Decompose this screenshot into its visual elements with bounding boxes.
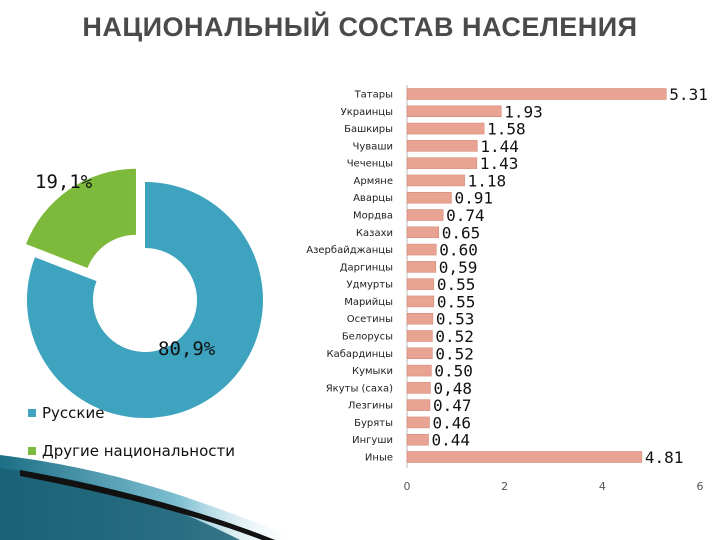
- pie-legend: Русские Другие национальности: [28, 404, 235, 460]
- category-label-11: Удмурты: [346, 280, 393, 291]
- category-label-17: Якуты (саха): [326, 383, 393, 394]
- category-label-14: Белорусы: [342, 332, 393, 343]
- bar-1: [406, 105, 502, 118]
- value-label-4: 1.43: [480, 154, 519, 173]
- x-tick-0: 0: [404, 480, 411, 493]
- value-label-5: 1.18: [468, 171, 507, 190]
- bar-0: [406, 88, 667, 100]
- value-label-16: 0.50: [434, 362, 473, 381]
- donut-chart: 80,9% 19,1%: [25, 168, 263, 418]
- legend-swatch-0: [28, 409, 36, 417]
- pie-slice-1: [25, 168, 136, 268]
- bar-20: [406, 433, 429, 446]
- value-label-8: 0.65: [442, 223, 481, 242]
- value-label-21: 4.81: [645, 448, 684, 467]
- value-label-2: 1.58: [487, 120, 526, 139]
- value-label-1: 1.93: [504, 102, 543, 121]
- value-label-10: 0,59: [439, 258, 478, 277]
- bar-3: [406, 140, 478, 152]
- value-label-19: 0.46: [432, 413, 471, 432]
- value-label-3: 1.44: [480, 137, 519, 156]
- bar-13: [406, 312, 434, 325]
- legend-swatch-1: [28, 447, 36, 455]
- pie-slice-0: [26, 182, 263, 418]
- value-label-15: 0.52: [435, 344, 474, 363]
- bar-15: [406, 347, 433, 360]
- value-label-13: 0.53: [436, 310, 475, 329]
- category-label-19: Буряты: [354, 418, 393, 429]
- category-label-8: Казахи: [356, 228, 393, 239]
- category-label-9: Азербайджанцы: [306, 245, 393, 256]
- bar-11: [406, 278, 435, 290]
- category-label-13: Осетины: [347, 314, 393, 325]
- category-label-20: Ингуши: [352, 435, 393, 446]
- value-label-0: 5.31: [669, 85, 708, 104]
- category-label-16: Кумыки: [352, 366, 393, 377]
- bar-12: [406, 295, 435, 308]
- x-tick-3: 6: [697, 480, 704, 493]
- legend-item-1: Другие национальности: [42, 442, 235, 460]
- legend-item-0: Русские: [42, 404, 104, 422]
- category-label-21: Иные: [365, 453, 393, 464]
- value-label-12: 0.55: [437, 292, 476, 311]
- category-label-3: Чуваши: [353, 141, 393, 152]
- page-title: НАЦИОНАЛЬНЫЙ СОСТАВ НАСЕЛЕНИЯ: [82, 12, 638, 42]
- bar-7: [406, 209, 444, 221]
- value-label-18: 0.47: [433, 396, 472, 415]
- bar-4: [406, 157, 478, 169]
- bar-21: [406, 451, 643, 463]
- x-tick-2: 4: [599, 480, 606, 493]
- category-label-18: Лезгины: [348, 401, 393, 412]
- bar-18: [406, 399, 431, 411]
- value-label-11: 0.55: [437, 275, 476, 294]
- bar-9: [406, 243, 437, 256]
- category-label-15: Кабардинцы: [326, 349, 393, 360]
- bar-16: [406, 364, 432, 377]
- bar-10: [406, 261, 437, 273]
- value-label-9: 0.60: [439, 241, 478, 260]
- value-label-7: 0.74: [446, 206, 485, 225]
- category-label-6: Аварцы: [353, 193, 393, 204]
- category-label-0: Татары: [354, 90, 393, 101]
- pie-label-other: 19,1%: [35, 171, 93, 193]
- category-label-12: Марийцы: [344, 297, 393, 308]
- bar-6: [406, 191, 452, 204]
- bar-5: [406, 174, 465, 187]
- bar-17: [406, 382, 431, 394]
- x-tick-1: 2: [501, 480, 508, 493]
- bar-2: [406, 122, 485, 135]
- category-label-7: Мордва: [353, 211, 393, 222]
- decorative-wave: [0, 455, 300, 540]
- bar-chart: Татары 5.31 Украинцы 1.93 Башкиры 1.58 Чуваши 1…: [306, 85, 708, 493]
- bar-14: [406, 330, 433, 342]
- category-label-1: Украинцы: [341, 107, 393, 118]
- category-label-10: Даргинцы: [340, 262, 393, 273]
- bar-8: [406, 226, 439, 239]
- category-label-5: Армяне: [354, 176, 393, 187]
- value-label-14: 0.52: [435, 327, 474, 346]
- value-label-17: 0,48: [433, 379, 472, 398]
- category-label-2: Башкиры: [344, 124, 393, 135]
- category-label-4: Чеченцы: [347, 159, 393, 170]
- bar-19: [406, 416, 430, 429]
- pie-label-russian: 80,9%: [158, 338, 216, 360]
- value-label-20: 0.44: [431, 431, 470, 450]
- value-label-6: 0.91: [454, 189, 493, 208]
